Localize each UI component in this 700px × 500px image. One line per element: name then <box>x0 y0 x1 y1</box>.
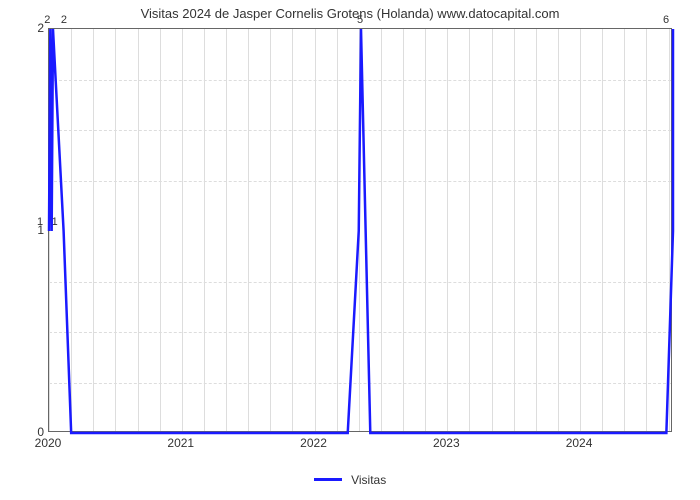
data-value-label: 5 <box>357 14 363 26</box>
data-value-label: 1 <box>37 216 43 228</box>
y-tick-label: 2 <box>8 21 44 35</box>
line-series <box>49 29 671 431</box>
data-value-label: 2 <box>61 14 67 26</box>
data-value-label: 2 <box>44 14 50 26</box>
plot-area <box>48 28 672 432</box>
x-tick-label: 2024 <box>566 436 593 450</box>
x-tick-label: 2023 <box>433 436 460 450</box>
x-tick-label: 2020 <box>35 436 62 450</box>
chart-container: Visitas 2024 de Jasper Cornelis Grotens … <box>0 0 700 500</box>
x-tick-label: 2021 <box>167 436 194 450</box>
legend-label: Visitas <box>351 473 386 487</box>
x-tick-label: 2022 <box>300 436 327 450</box>
data-value-label: 6 <box>663 14 669 26</box>
legend: Visitas <box>0 472 700 487</box>
chart-title: Visitas 2024 de Jasper Cornelis Grotens … <box>0 6 700 21</box>
legend-swatch <box>314 478 342 481</box>
